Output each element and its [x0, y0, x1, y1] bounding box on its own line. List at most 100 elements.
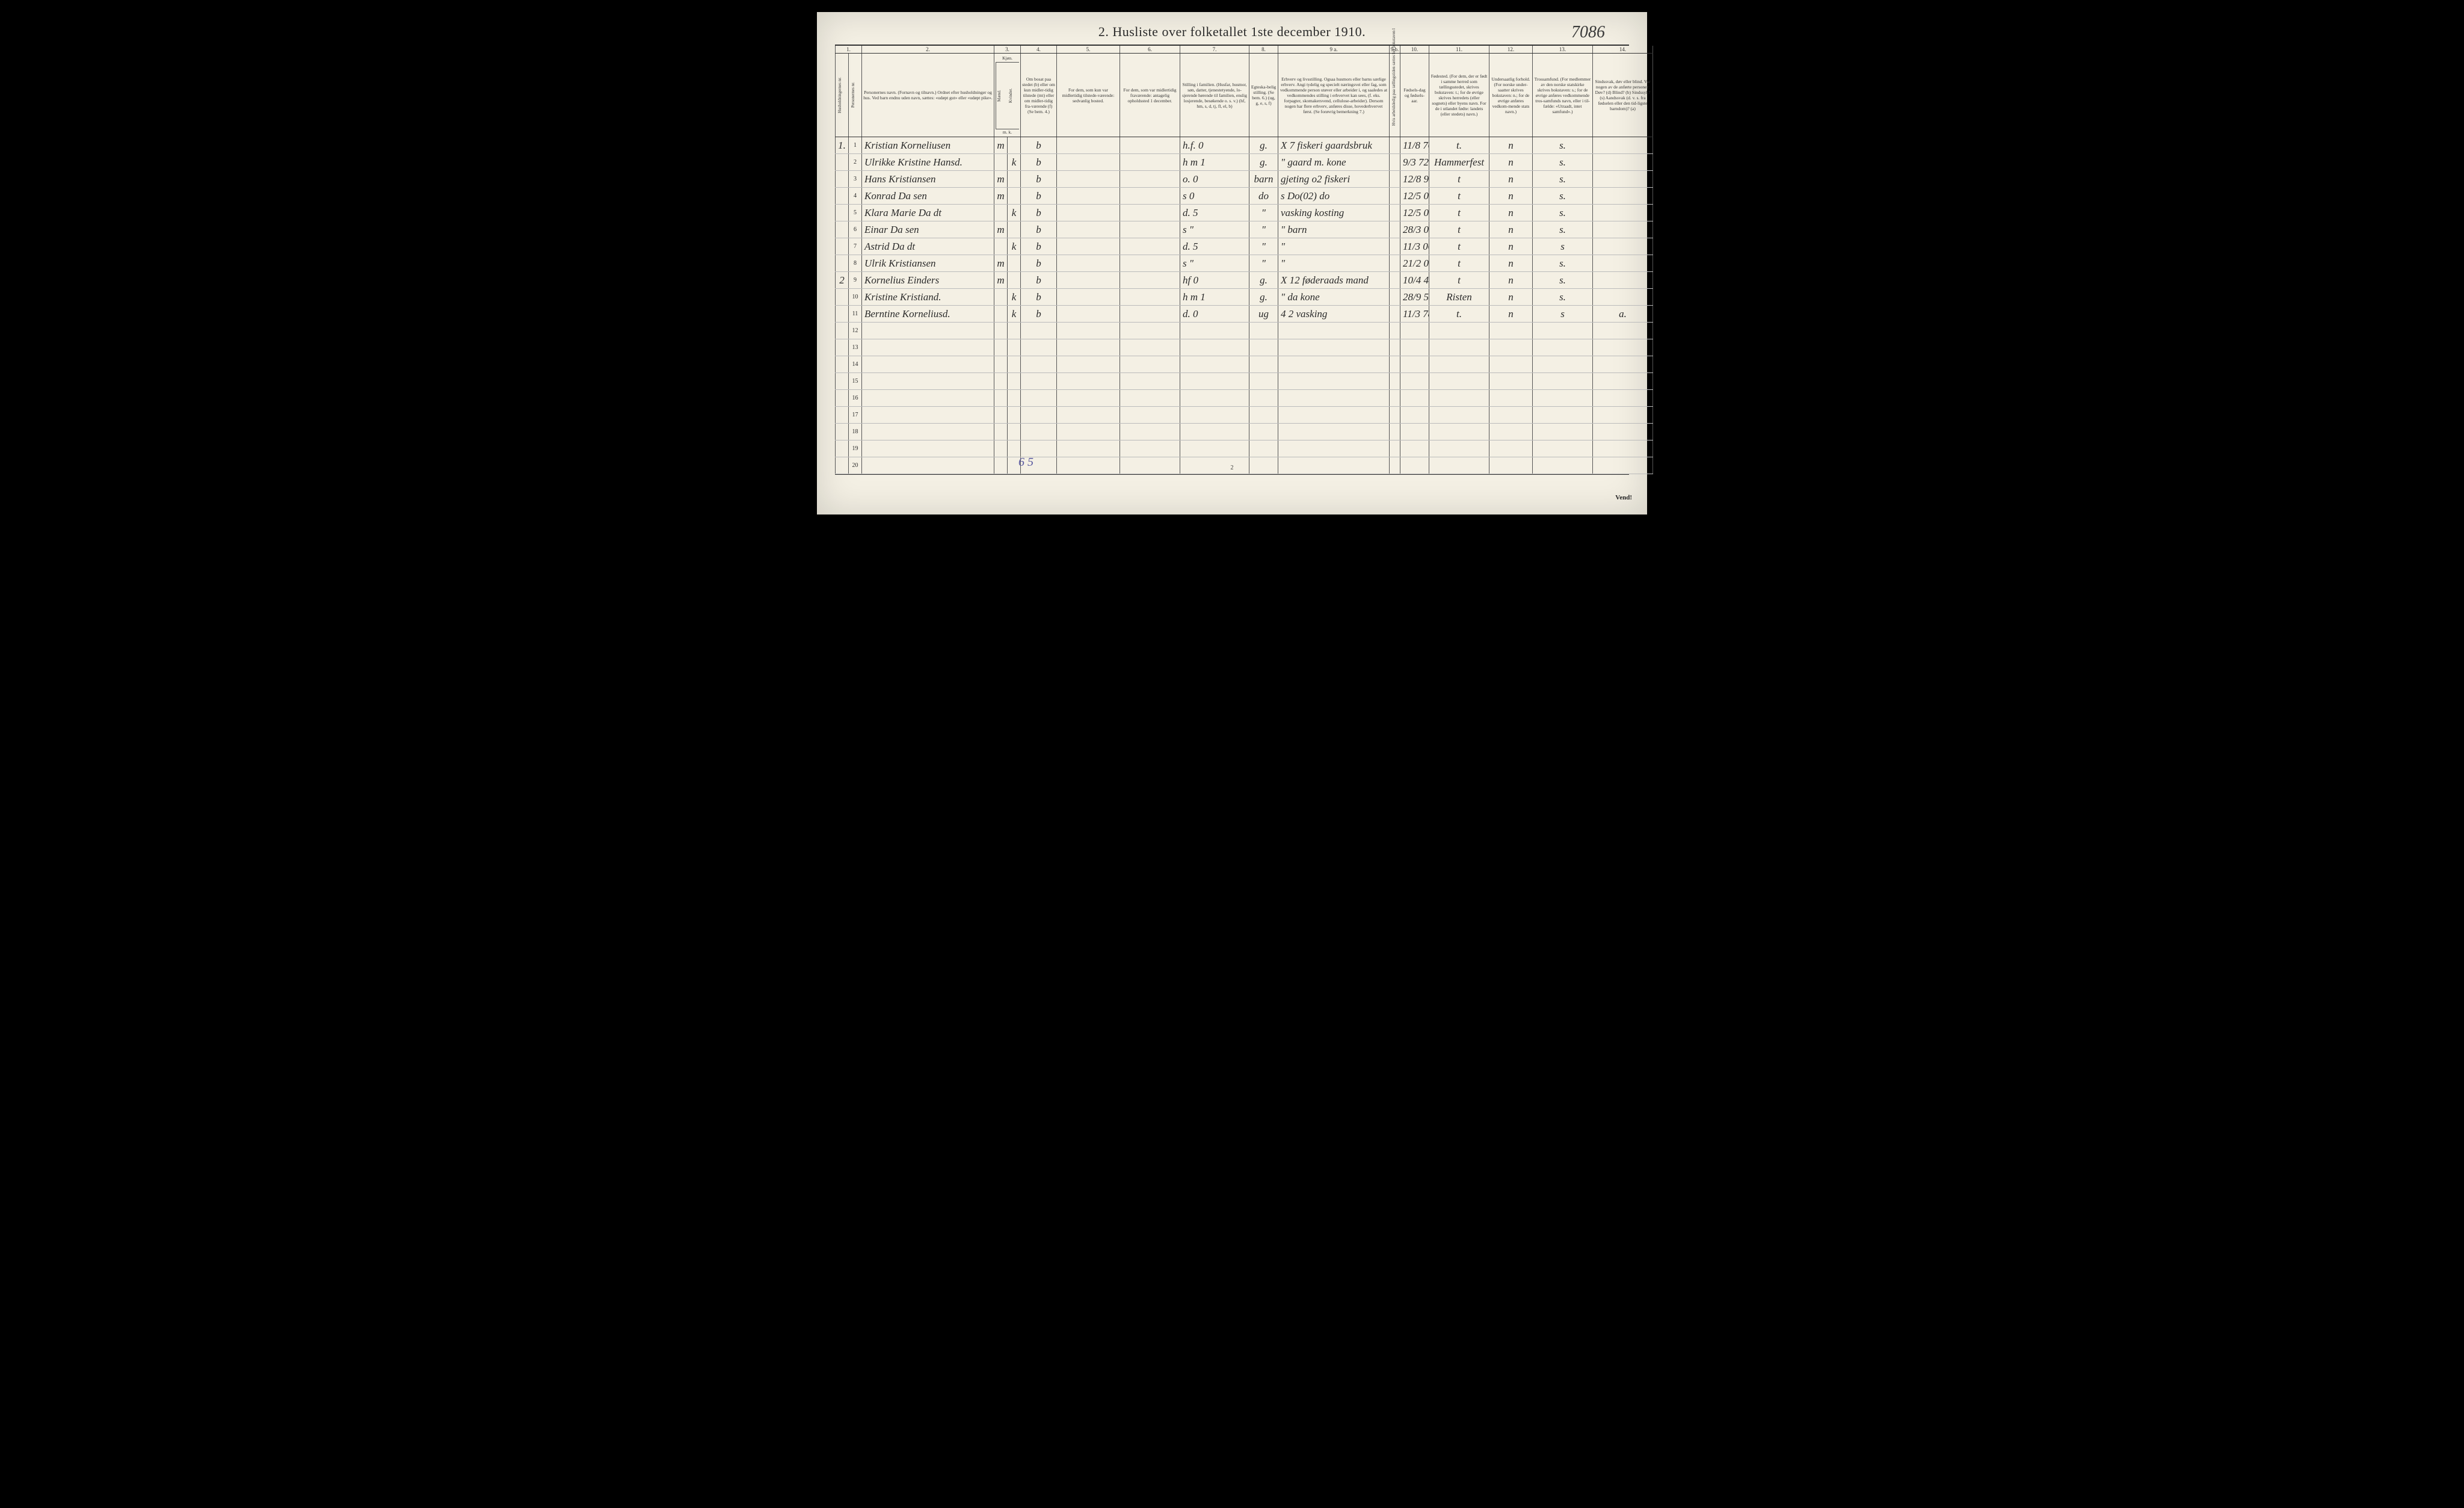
cell-c9a: s Do(02) do	[1278, 188, 1390, 205]
cell-p: 9	[849, 272, 862, 289]
cell-k	[1008, 255, 1021, 272]
cell-c11	[1429, 440, 1489, 457]
cell-hh	[836, 457, 849, 474]
cell-k: k	[1008, 205, 1021, 221]
cell-c12: n	[1489, 137, 1533, 154]
cell-c7	[1180, 323, 1249, 339]
cell-c13: s.	[1533, 205, 1593, 221]
cell-c9b	[1390, 255, 1400, 272]
cell-p: 12	[849, 323, 862, 339]
cell-m	[994, 424, 1008, 440]
cell-c8: g.	[1249, 154, 1278, 171]
cell-c7: d. 0	[1180, 306, 1249, 323]
cell-c11: t	[1429, 221, 1489, 238]
cell-c9b	[1390, 440, 1400, 457]
cell-name	[862, 356, 994, 373]
cell-c9a	[1278, 390, 1390, 407]
cell-c12	[1489, 390, 1533, 407]
cell-c10	[1400, 339, 1429, 356]
footer-page-number: 2	[1231, 465, 1234, 471]
cell-c7	[1180, 457, 1249, 474]
cell-p: 19	[849, 440, 862, 457]
cell-c9a	[1278, 323, 1390, 339]
cell-c6	[1120, 407, 1180, 424]
cell-c5	[1057, 339, 1120, 356]
cell-c9a	[1278, 457, 1390, 474]
cell-c13	[1533, 373, 1593, 390]
cell-c11	[1429, 424, 1489, 440]
table-row: 13	[836, 339, 1653, 356]
cell-m	[994, 440, 1008, 457]
cell-hh	[836, 188, 849, 205]
cell-c9b	[1390, 137, 1400, 154]
cell-c13	[1533, 424, 1593, 440]
table-body: 1.1Kristian Korneliusenmbh.f. 0g.X 7 fis…	[836, 137, 1653, 474]
cell-c14	[1593, 390, 1653, 407]
cell-c9a: X 7 fiskeri gaardsbruk	[1278, 137, 1390, 154]
cell-m	[994, 238, 1008, 255]
cell-k: k	[1008, 238, 1021, 255]
cell-c10	[1400, 356, 1429, 373]
cell-c9a	[1278, 407, 1390, 424]
cell-c8	[1249, 407, 1278, 424]
cell-name: Klara Marie Da dt	[862, 205, 994, 221]
hdr-birthdate: Fødsels-dag og fødsels-aar.	[1400, 54, 1429, 137]
cell-c7: h.f. 0	[1180, 137, 1249, 154]
hdr-occupation: Erhverv og livsstilling. Ogsaa husmors e…	[1278, 54, 1390, 137]
cell-c6	[1120, 356, 1180, 373]
cell-c9b	[1390, 457, 1400, 474]
cell-c8	[1249, 390, 1278, 407]
cell-name: Ulrik Kristiansen	[862, 255, 994, 272]
cell-c9a: "	[1278, 238, 1390, 255]
cell-c9b	[1390, 306, 1400, 323]
cell-b	[1021, 323, 1057, 339]
cell-hh	[836, 238, 849, 255]
cell-hh	[836, 407, 849, 424]
cell-c11: Risten	[1429, 289, 1489, 306]
table-row: 4Konrad Da senmbs 0dos Do(02) do12/5 00t…	[836, 188, 1653, 205]
cell-c7: h m 1	[1180, 289, 1249, 306]
footer-vend: Vend!	[1615, 494, 1632, 501]
cell-c11	[1429, 339, 1489, 356]
cell-c13: s.	[1533, 221, 1593, 238]
cell-c14	[1593, 323, 1653, 339]
cell-name: Kornelius Einders	[862, 272, 994, 289]
census-table: 1. 2. 3. 4. 5. 6. 7. 8. 9 a. 9 b. 10. 11…	[835, 46, 1653, 474]
cell-c12: n	[1489, 272, 1533, 289]
hdr-disability: Sindssvak, døv eller blind. Var nogen av…	[1593, 54, 1653, 137]
cell-c5	[1057, 137, 1120, 154]
cell-b: b	[1021, 306, 1057, 323]
hdr-resident: Om bosat paa stedet (b) eller om kun mid…	[1021, 54, 1057, 137]
cell-c7	[1180, 339, 1249, 356]
cell-m: m	[994, 221, 1008, 238]
cell-c13	[1533, 390, 1593, 407]
cell-c8	[1249, 339, 1278, 356]
cell-name	[862, 440, 994, 457]
cell-b: b	[1021, 221, 1057, 238]
cell-k: k	[1008, 154, 1021, 171]
table-row: 12	[836, 323, 1653, 339]
cell-c8: "	[1249, 255, 1278, 272]
cell-k	[1008, 272, 1021, 289]
cell-c7: d. 5	[1180, 205, 1249, 221]
cell-c9a	[1278, 440, 1390, 457]
cell-m	[994, 390, 1008, 407]
table-row: 10Kristine Kristiand.kbh m 1g." da kone2…	[836, 289, 1653, 306]
hdr-temp-absent: For dem, som var midlertidig fraværende:…	[1120, 54, 1180, 137]
cell-p: 15	[849, 373, 862, 390]
cell-c5	[1057, 407, 1120, 424]
colnum-7: 7.	[1180, 46, 1249, 54]
cell-m: m	[994, 272, 1008, 289]
cell-b: b	[1021, 188, 1057, 205]
cell-hh	[836, 373, 849, 390]
cell-c12: n	[1489, 171, 1533, 188]
cell-c6	[1120, 205, 1180, 221]
cell-m	[994, 289, 1008, 306]
cell-hh	[836, 255, 849, 272]
cell-p: 4	[849, 188, 862, 205]
cell-c11: t	[1429, 188, 1489, 205]
cell-b	[1021, 424, 1057, 440]
cell-c10	[1400, 440, 1429, 457]
cell-c11	[1429, 356, 1489, 373]
cell-name: Kristine Kristiand.	[862, 289, 994, 306]
